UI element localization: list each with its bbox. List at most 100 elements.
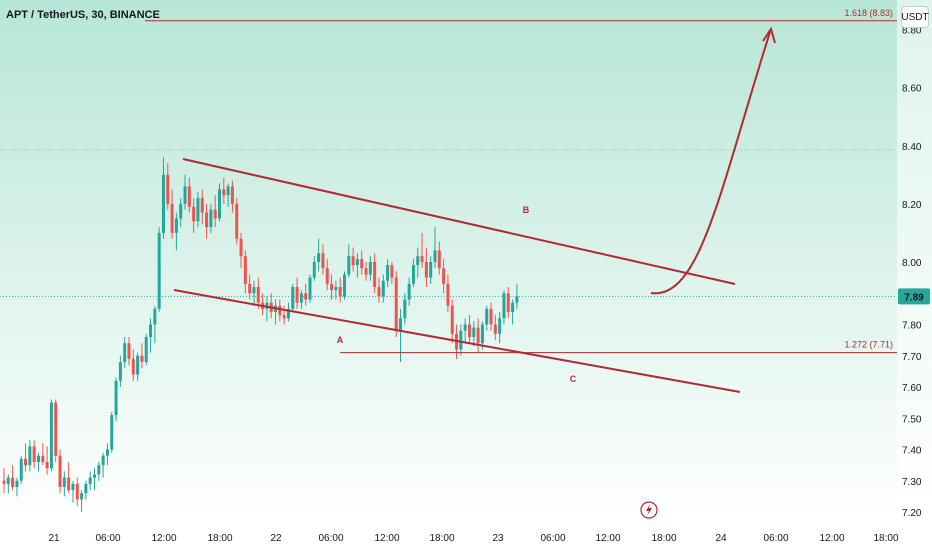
candle[interactable] bbox=[226, 183, 230, 207]
candle[interactable] bbox=[278, 299, 282, 322]
lightning-icon[interactable] bbox=[640, 501, 658, 519]
candle[interactable] bbox=[467, 315, 471, 344]
candle[interactable] bbox=[170, 189, 174, 239]
candle[interactable] bbox=[472, 321, 476, 347]
channel-lower-line[interactable] bbox=[173, 289, 741, 393]
candle[interactable] bbox=[459, 324, 463, 356]
candle[interactable] bbox=[299, 290, 303, 309]
candle[interactable] bbox=[196, 192, 200, 228]
candle[interactable] bbox=[317, 238, 321, 272]
candle[interactable] bbox=[420, 232, 424, 269]
candle[interactable] bbox=[351, 247, 355, 272]
candle[interactable] bbox=[183, 174, 187, 210]
candle[interactable] bbox=[416, 247, 420, 278]
candle[interactable] bbox=[368, 256, 372, 281]
candle[interactable] bbox=[6, 474, 10, 494]
candle[interactable] bbox=[424, 247, 428, 287]
candle[interactable] bbox=[291, 283, 295, 312]
candle[interactable] bbox=[2, 468, 6, 494]
candle[interactable] bbox=[230, 180, 234, 213]
candle[interactable] bbox=[15, 477, 19, 497]
candle[interactable] bbox=[312, 256, 316, 281]
candle[interactable] bbox=[325, 259, 329, 291]
candle[interactable] bbox=[105, 443, 109, 466]
candle[interactable] bbox=[187, 177, 191, 213]
candle[interactable] bbox=[101, 452, 105, 478]
candle[interactable] bbox=[373, 253, 377, 294]
candle[interactable] bbox=[394, 271, 398, 337]
candle[interactable] bbox=[446, 274, 450, 313]
candle[interactable] bbox=[450, 299, 454, 344]
candle[interactable] bbox=[295, 277, 299, 309]
candle[interactable] bbox=[58, 449, 62, 494]
candle[interactable] bbox=[54, 399, 58, 463]
candle[interactable] bbox=[114, 377, 118, 422]
candle[interactable] bbox=[463, 318, 467, 344]
candle[interactable] bbox=[140, 343, 144, 369]
candle[interactable] bbox=[123, 337, 127, 369]
candle[interactable] bbox=[390, 262, 394, 284]
candle[interactable] bbox=[256, 277, 260, 309]
candle[interactable] bbox=[179, 198, 183, 228]
candle[interactable] bbox=[403, 293, 407, 325]
candle[interactable] bbox=[67, 462, 71, 494]
candle[interactable] bbox=[209, 203, 213, 233]
candle[interactable] bbox=[411, 259, 415, 287]
candle[interactable] bbox=[32, 440, 36, 469]
symbol-title[interactable]: APT / TetherUS, 30, BINANCE bbox=[6, 9, 160, 21]
currency-button[interactable]: USDT bbox=[901, 6, 929, 28]
candle[interactable] bbox=[161, 157, 165, 239]
candle[interactable] bbox=[28, 440, 32, 472]
candle[interactable] bbox=[338, 277, 342, 303]
candle[interactable] bbox=[511, 299, 515, 325]
candle[interactable] bbox=[127, 337, 131, 366]
candle[interactable] bbox=[377, 277, 381, 303]
candle[interactable] bbox=[502, 290, 506, 325]
candle[interactable] bbox=[308, 274, 312, 303]
candle[interactable] bbox=[286, 302, 290, 322]
candle[interactable] bbox=[157, 227, 161, 312]
projection-arrow-path[interactable] bbox=[650, 31, 771, 295]
candle[interactable] bbox=[498, 312, 502, 344]
candle[interactable] bbox=[144, 333, 148, 366]
candle[interactable] bbox=[93, 468, 97, 491]
candle[interactable] bbox=[476, 318, 480, 353]
candle[interactable] bbox=[36, 452, 40, 472]
candle[interactable] bbox=[80, 490, 84, 512]
candle[interactable] bbox=[515, 283, 519, 309]
candle[interactable] bbox=[200, 189, 204, 225]
candle[interactable] bbox=[442, 259, 446, 294]
candle[interactable] bbox=[399, 308, 403, 362]
candle[interactable] bbox=[386, 259, 390, 287]
candle[interactable] bbox=[149, 318, 153, 353]
candle[interactable] bbox=[49, 399, 53, 472]
candle[interactable] bbox=[493, 315, 497, 341]
candle[interactable] bbox=[118, 355, 122, 387]
channel-upper-line[interactable] bbox=[182, 158, 736, 285]
candle[interactable] bbox=[75, 477, 79, 506]
candle[interactable] bbox=[41, 443, 45, 466]
candle[interactable] bbox=[222, 177, 226, 204]
candle[interactable] bbox=[342, 271, 346, 300]
candle[interactable] bbox=[166, 163, 170, 210]
candle[interactable] bbox=[131, 349, 135, 381]
candle[interactable] bbox=[506, 287, 510, 319]
candle[interactable] bbox=[153, 305, 157, 344]
candle[interactable] bbox=[71, 480, 75, 503]
candle[interactable] bbox=[407, 277, 411, 306]
candle[interactable] bbox=[433, 227, 437, 269]
candle[interactable] bbox=[364, 262, 368, 281]
candle[interactable] bbox=[437, 241, 441, 275]
candle[interactable] bbox=[213, 195, 217, 228]
candle[interactable] bbox=[355, 253, 359, 278]
candle[interactable] bbox=[243, 250, 247, 294]
candle[interactable] bbox=[88, 471, 92, 491]
candle[interactable] bbox=[110, 412, 114, 453]
candle[interactable] bbox=[429, 256, 433, 284]
candle[interactable] bbox=[24, 443, 28, 472]
candle[interactable] bbox=[84, 480, 88, 500]
candle[interactable] bbox=[205, 203, 209, 239]
candle[interactable] bbox=[334, 280, 338, 300]
candle[interactable] bbox=[360, 250, 364, 275]
